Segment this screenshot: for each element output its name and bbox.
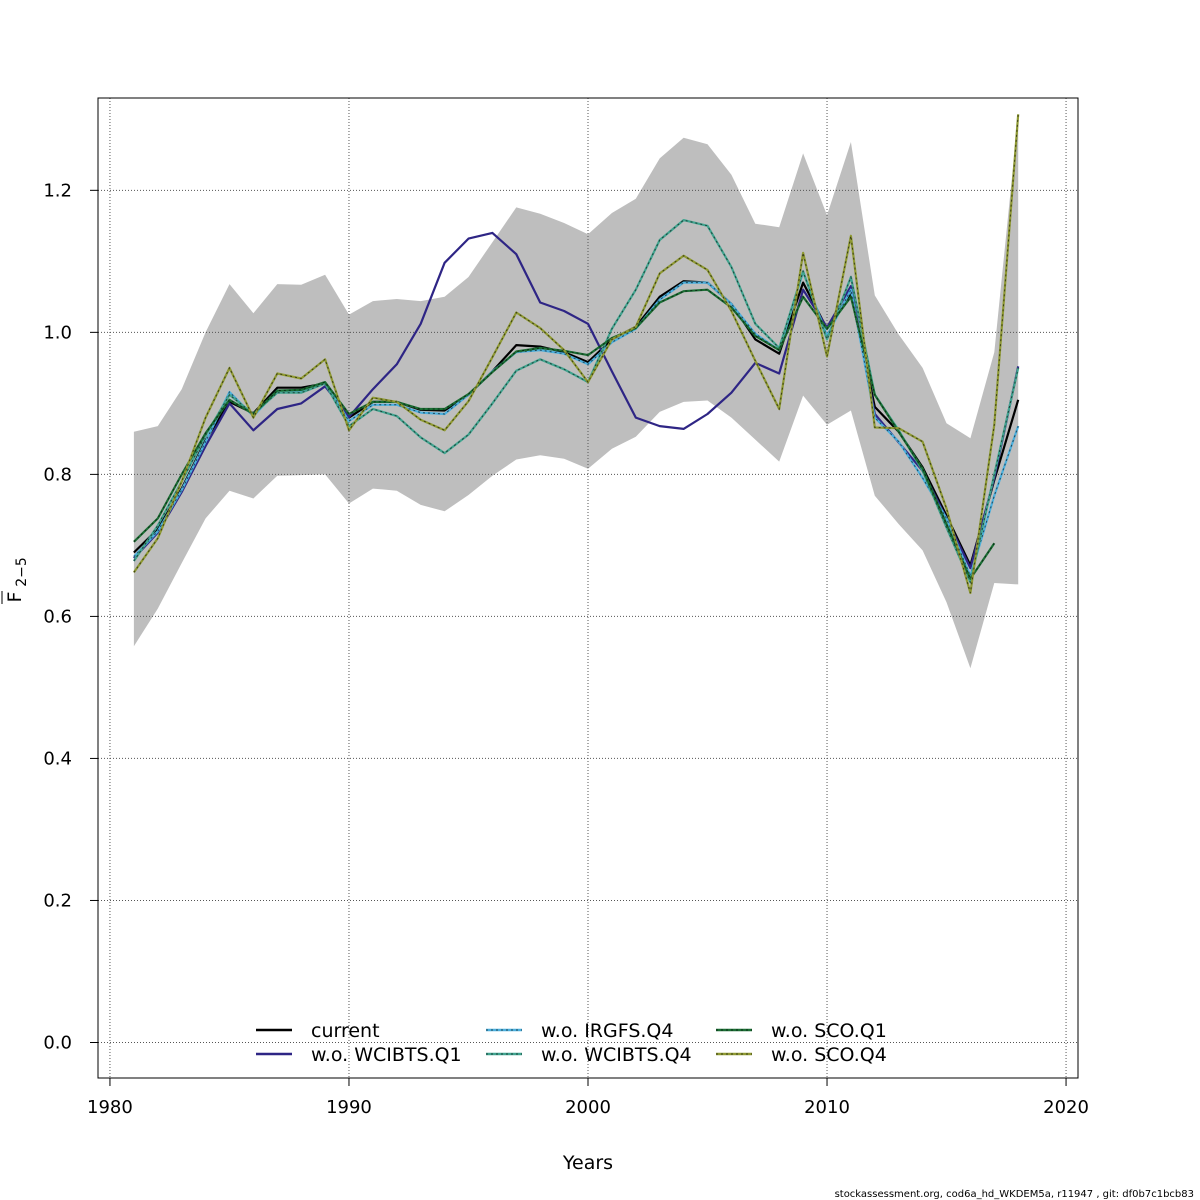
legend-label: w.o. SCO.Q4 <box>771 1044 887 1066</box>
x-axis: 1980 1990 2000 2010 2020 <box>87 1077 1089 1118</box>
x-axis-title: Years <box>562 1152 613 1174</box>
legend-label: w.o. WCIBTS.Q4 <box>541 1044 692 1066</box>
y-axis-title-main: F <box>4 592 26 603</box>
x-tick-label: 1980 <box>87 1097 133 1118</box>
series-dotted-overlay-4 <box>133 289 995 580</box>
grid-layer <box>98 98 1078 1078</box>
legend-item-3: w.o. WCIBTS.Q4 <box>486 1044 692 1066</box>
y-axis-title-subscript: 2−5 <box>14 557 30 587</box>
confidence-band-layer <box>133 115 1019 669</box>
legend-label: w.o. IRGFS.Q4 <box>541 1020 673 1042</box>
x-tick-label: 2020 <box>1043 1097 1089 1118</box>
legend-item-5: w.o. SCO.Q4 <box>716 1044 887 1066</box>
series-dotted-overlay-5 <box>133 114 1019 594</box>
y-tick-label: 0.2 <box>43 890 72 911</box>
legend-item-4: w.o. SCO.Q1 <box>716 1020 887 1042</box>
legend-item-1: w.o. WCIBTS.Q1 <box>256 1044 462 1066</box>
x-tick-label: 2000 <box>565 1097 611 1118</box>
y-tick-label: 1.0 <box>43 322 72 343</box>
y-tick-label: 0.6 <box>43 606 72 627</box>
confidence-band <box>133 115 1019 669</box>
legend-item-2: w.o. IRGFS.Q4 <box>486 1020 673 1042</box>
series-layer <box>132 114 1020 595</box>
y-tick-label: 0.0 <box>43 1032 72 1053</box>
legend-label: w.o. SCO.Q1 <box>771 1020 887 1042</box>
y-tick-label: 1.2 <box>43 180 72 201</box>
legend-label: w.o. WCIBTS.Q1 <box>311 1044 462 1066</box>
x-tick-label: 2010 <box>804 1097 850 1118</box>
y-tick-label: 0.8 <box>43 464 72 485</box>
legend-label: current <box>311 1020 380 1042</box>
legend-item-0: current <box>256 1020 380 1042</box>
x-tick-label: 1990 <box>326 1097 372 1118</box>
y-tick-label: 0.4 <box>43 748 72 769</box>
y-axis: 0.0 0.2 0.4 0.6 0.8 1.0 1.2 <box>43 180 98 1053</box>
footer-note: stockassessment.org, cod6a_hd_WKDEM5a, r… <box>835 1189 1194 1200</box>
y-axis-title: F 2−5 <box>1 557 30 604</box>
